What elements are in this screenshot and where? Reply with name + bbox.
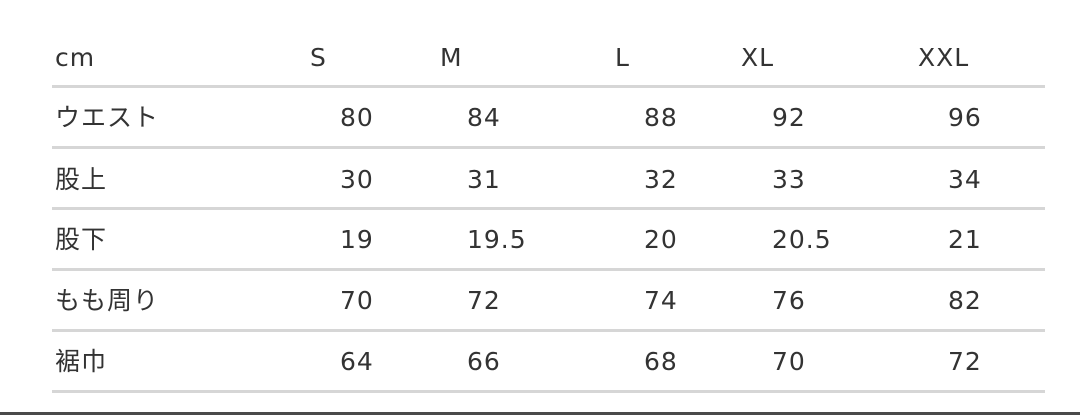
row-divider (52, 146, 1045, 149)
value-cell: 20 (644, 225, 678, 254)
value-cell: 21 (948, 225, 982, 254)
value-cell: 72 (467, 286, 501, 315)
value-cell: 84 (467, 103, 501, 132)
value-cell: 31 (467, 165, 501, 194)
value-cell: 34 (948, 165, 982, 194)
row-label: もも周り (55, 286, 160, 315)
header-cell: XXL (918, 43, 970, 72)
value-cell: 33 (772, 165, 806, 194)
header-cell: XL (741, 43, 775, 72)
value-cell: 30 (340, 165, 374, 194)
header-cell: L (615, 43, 630, 72)
value-cell: 70 (340, 286, 374, 315)
value-cell: 76 (772, 286, 806, 315)
value-cell: 19.5 (467, 225, 527, 254)
value-cell: 92 (772, 103, 806, 132)
value-cell: 80 (340, 103, 374, 132)
row-label: 股下 (55, 225, 108, 254)
value-cell: 74 (644, 286, 678, 315)
value-cell: 68 (644, 347, 678, 376)
value-cell: 82 (948, 286, 982, 315)
bottom-border (0, 412, 1080, 415)
row-divider (52, 390, 1045, 393)
value-cell: 72 (948, 347, 982, 376)
value-cell: 96 (948, 103, 982, 132)
row-divider (52, 329, 1045, 332)
value-cell: 20.5 (772, 225, 832, 254)
value-cell: 19 (340, 225, 374, 254)
header-cell: S (310, 43, 327, 72)
row-divider (52, 268, 1045, 271)
value-cell: 70 (772, 347, 806, 376)
row-divider (52, 207, 1045, 210)
value-cell: 88 (644, 103, 678, 132)
row-divider (52, 85, 1045, 88)
row-label: 裾巾 (55, 347, 108, 376)
row-label: 股上 (55, 165, 108, 194)
value-cell: 32 (644, 165, 678, 194)
row-label: ウエスト (55, 103, 160, 132)
header-cell: M (440, 43, 463, 72)
value-cell: 64 (340, 347, 374, 376)
value-cell: 66 (467, 347, 501, 376)
header-cell: cm (55, 43, 96, 72)
